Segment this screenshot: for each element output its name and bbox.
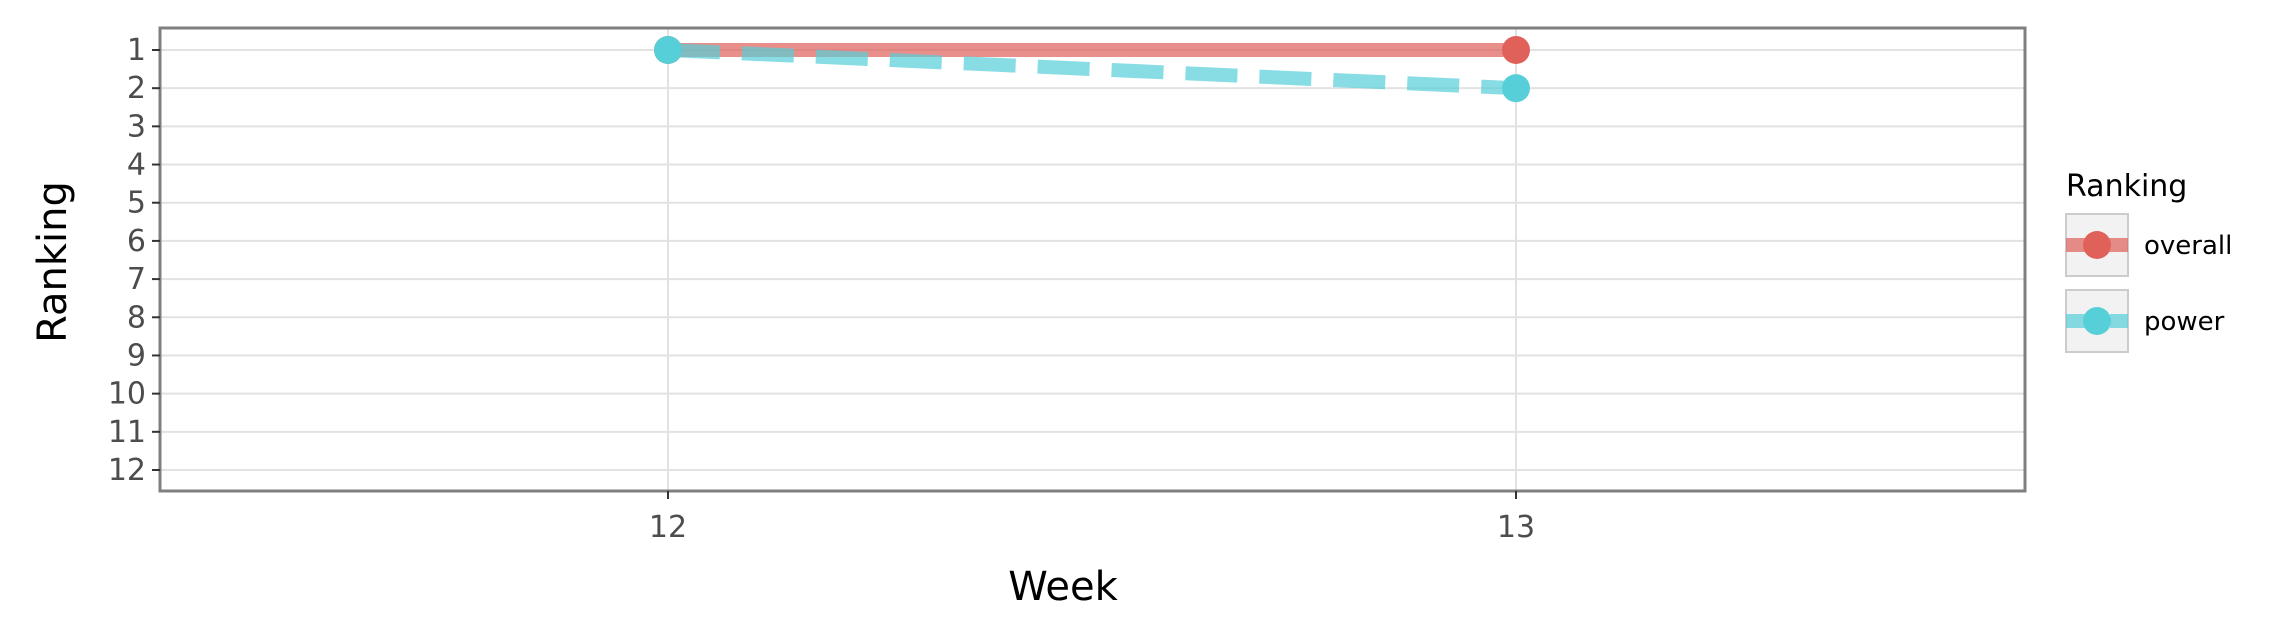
legend-label-overall: overall: [2144, 231, 2232, 261]
legend: Ranking overall power: [2065, 169, 2232, 353]
y-tick-label: 8: [127, 300, 146, 335]
series-layer: [654, 36, 1530, 103]
y-tick-label: 3: [127, 109, 146, 144]
x-axis-title: Week: [1008, 564, 1118, 610]
y-tick-label: 1: [127, 33, 146, 68]
y-tick-label: 11: [108, 415, 146, 450]
series-point-power: [654, 36, 682, 64]
y-axis-title: Ranking: [30, 181, 76, 343]
y-tick-label: 6: [127, 224, 146, 259]
plot-border: [158, 26, 2027, 493]
series-point-power: [1502, 74, 1530, 103]
series-line-power: [667, 43, 1517, 96]
y-tick-label: 9: [127, 338, 146, 373]
x-axis-ticks: 12 13: [649, 491, 1535, 545]
y-tick-label: 2: [127, 71, 146, 106]
y-tick-label: 5: [127, 186, 146, 221]
y-tick-label: 10: [108, 377, 146, 412]
legend-key-point: [2083, 231, 2111, 259]
legend-items: overall power: [2065, 213, 2232, 353]
plot-background: [160, 28, 2025, 491]
y-tick-label: 7: [127, 262, 146, 297]
legend-label-power: power: [2144, 307, 2225, 337]
legend-title: Ranking: [2066, 169, 2187, 204]
x-gridlines: [667, 28, 1517, 491]
y-tick-label: 12: [108, 453, 146, 488]
x-tick-label: 12: [649, 510, 687, 545]
y-gridlines: [160, 49, 2025, 471]
legend-key-point: [2083, 307, 2111, 335]
series-point-overall: [1502, 36, 1530, 64]
y-tick-label: 4: [127, 148, 146, 183]
x-tick-label: 13: [1497, 510, 1535, 545]
